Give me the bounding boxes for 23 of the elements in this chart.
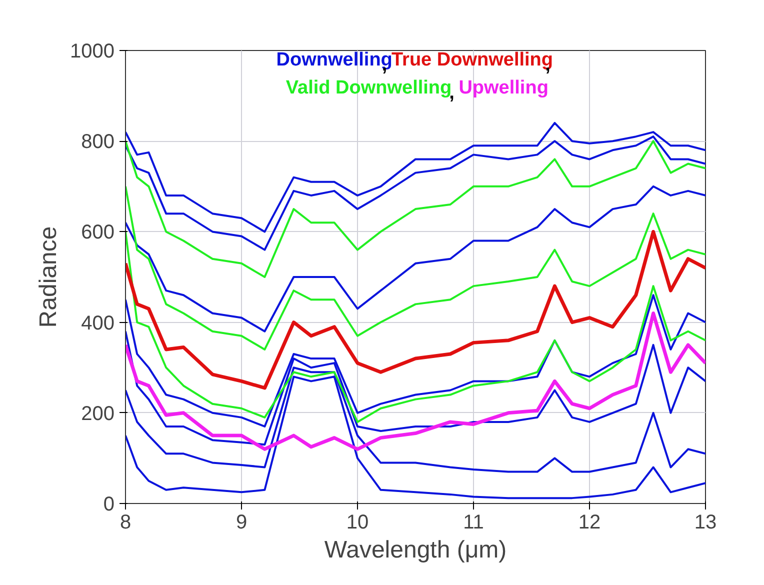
- line-series: [126, 140, 706, 278]
- x-tick-label: 12: [578, 512, 601, 534]
- x-tick-label: 9: [236, 512, 248, 534]
- x-axis-title: Wavelength (μm): [324, 536, 507, 564]
- y-tick-label: 0: [103, 494, 114, 516]
- line-series: [126, 136, 706, 251]
- y-tick-label: 600: [81, 222, 115, 244]
- text: Upwelling: [458, 78, 548, 98]
- x-tick-label: 11: [463, 512, 484, 534]
- line-series: [126, 230, 706, 423]
- y-axis-title: Radiance: [35, 226, 62, 328]
- line-series: [126, 230, 706, 390]
- y-tick-label: 1000: [70, 40, 115, 62]
- x-tick-label: 8: [120, 512, 132, 534]
- y-tick-label: 800: [81, 131, 115, 154]
- x-tick-label: 13: [694, 512, 717, 534]
- annotation: ,: [449, 82, 454, 104]
- y-tick-label: 400: [81, 312, 115, 334]
- y-tick-label: 200: [81, 402, 115, 425]
- line-series: [126, 122, 706, 233]
- text: Valid Downwelling: [286, 78, 452, 98]
- x-tick-label: 10: [346, 512, 369, 534]
- line-series: [126, 311, 706, 451]
